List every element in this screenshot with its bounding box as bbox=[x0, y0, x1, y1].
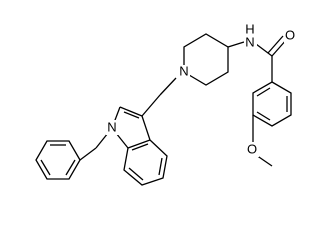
label-bg bbox=[106, 120, 119, 135]
atom-label: H bbox=[245, 21, 254, 36]
atom-labels: N N N H O O bbox=[106, 21, 297, 157]
atom-label: N bbox=[245, 34, 254, 49]
atom-label: N bbox=[179, 63, 188, 78]
molecule: N N N H O O bbox=[35, 21, 297, 186]
label-bg bbox=[177, 65, 190, 80]
label-bg bbox=[284, 28, 297, 43]
atom-label: O bbox=[285, 27, 295, 42]
label-bg bbox=[244, 35, 257, 50]
atom-label: N bbox=[107, 119, 116, 134]
atom-label: O bbox=[247, 141, 257, 156]
bonds bbox=[35, 33, 292, 186]
label-bg bbox=[246, 142, 259, 157]
